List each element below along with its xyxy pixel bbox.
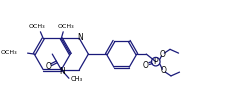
Text: N: N [59,67,65,76]
Text: P: P [153,57,158,66]
Text: O: O [142,61,148,70]
Text: CH₃: CH₃ [71,76,83,82]
Text: O: O [45,62,51,71]
Text: OCH₃: OCH₃ [28,24,45,29]
Text: OCH₃: OCH₃ [0,50,17,55]
Text: OCH₃: OCH₃ [58,24,74,29]
Text: O: O [160,50,165,59]
Text: N: N [77,33,83,42]
Text: O: O [160,66,166,75]
